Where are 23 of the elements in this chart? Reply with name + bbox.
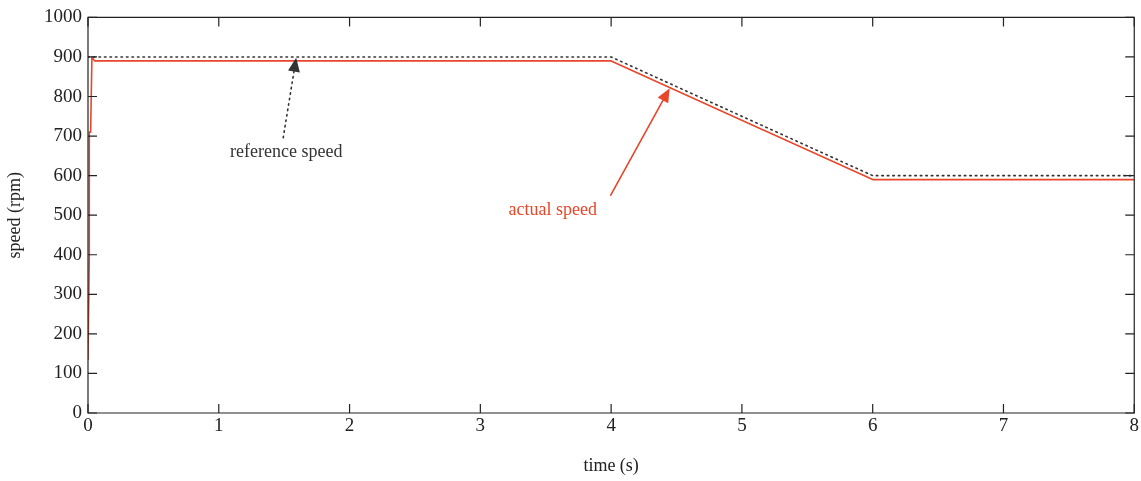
y-tick-label: 0 <box>72 400 82 422</box>
x-axis-title: time (s) <box>583 454 639 476</box>
x-tick-label: 3 <box>475 414 486 436</box>
y-tick-label: 900 <box>53 44 82 66</box>
y-tick-label: 300 <box>53 282 82 304</box>
annotation: actual speed <box>508 198 597 219</box>
x-tick-label: 8 <box>1129 414 1139 436</box>
y-tick-label: 100 <box>53 361 82 383</box>
x-tick-label: 4 <box>606 414 617 436</box>
y-tick-label: 700 <box>53 124 82 146</box>
x-tick-label: 1 <box>214 414 224 436</box>
y-tick-label: 500 <box>53 203 82 225</box>
x-tick-label: 6 <box>867 414 878 436</box>
x-tick-label: 5 <box>737 414 747 436</box>
annotation: reference speed <box>229 141 343 162</box>
y-axis-title: speed (rpm) <box>3 171 25 259</box>
x-tick-label: 7 <box>998 414 1009 436</box>
y-tick-label: 600 <box>53 163 82 185</box>
y-tick-label: 400 <box>53 242 82 264</box>
y-tick-label: 1000 <box>44 5 82 27</box>
y-tick-label: 800 <box>53 84 82 106</box>
x-tick-label: 2 <box>344 414 355 436</box>
y-tick-label: 200 <box>53 321 82 343</box>
